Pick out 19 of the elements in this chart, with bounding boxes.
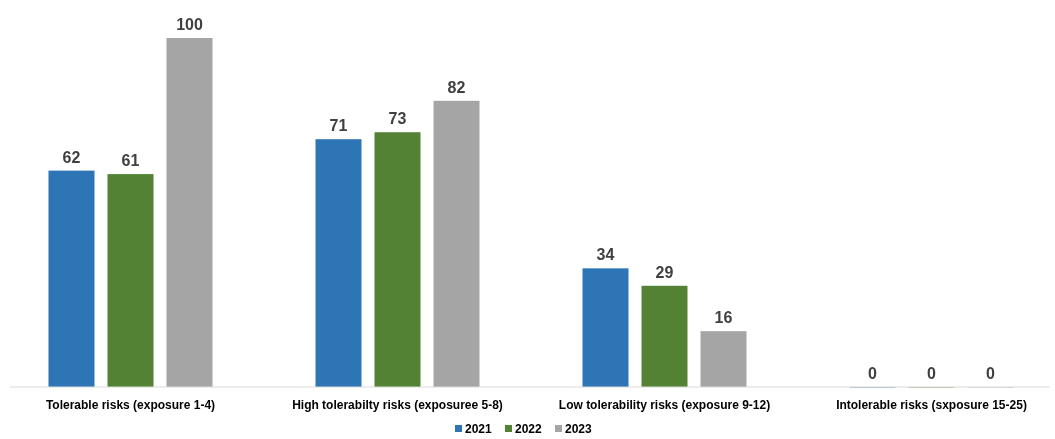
data-label: 100 xyxy=(176,16,203,33)
data-label: 73 xyxy=(388,110,407,128)
data-label: 62 xyxy=(62,148,81,166)
legend-label: 2021 xyxy=(465,422,493,436)
x-tick-label: High tolerabilty risks (exposuree 5-8) xyxy=(292,398,503,412)
data-label: 0 xyxy=(927,365,937,382)
x-tick-label: Intolerable risks (sxposure 15-25) xyxy=(836,398,1027,412)
legend-label: 2022 xyxy=(515,422,543,436)
data-label: 29 xyxy=(655,263,674,281)
data-label: 61 xyxy=(121,152,140,170)
data-label: 0 xyxy=(868,365,878,382)
legend-label: 2023 xyxy=(565,422,593,436)
x-tick-label: Tolerable risks (exposure 1-4) xyxy=(45,398,216,412)
data-label: 16 xyxy=(714,309,733,327)
x-tick-label: Low tolerability risks (exposure 9-12) xyxy=(558,398,771,412)
data-label: 71 xyxy=(329,117,348,135)
data-label: 34 xyxy=(596,246,615,264)
data-label: 0 xyxy=(986,365,996,382)
data-label: 82 xyxy=(447,78,466,96)
